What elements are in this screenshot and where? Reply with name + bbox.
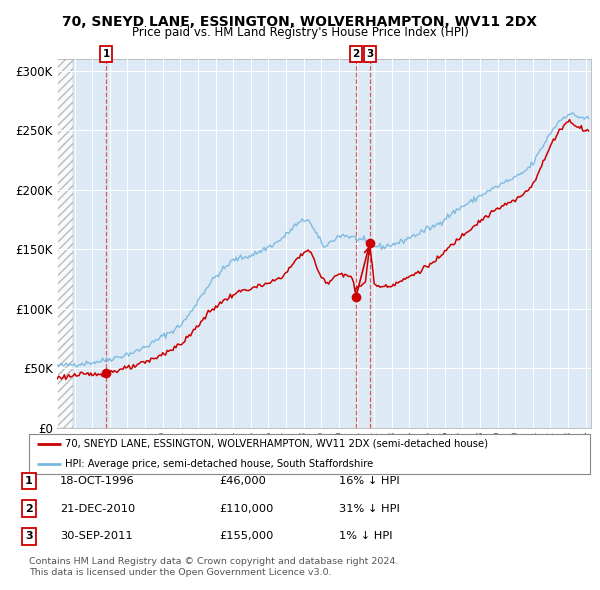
Text: 1% ↓ HPI: 1% ↓ HPI <box>339 532 392 541</box>
Text: £110,000: £110,000 <box>219 504 274 513</box>
Text: 21-DEC-2010: 21-DEC-2010 <box>60 504 135 513</box>
Text: 16% ↓ HPI: 16% ↓ HPI <box>339 476 400 486</box>
Text: This data is licensed under the Open Government Licence v3.0.: This data is licensed under the Open Gov… <box>29 568 331 577</box>
Text: HPI: Average price, semi-detached house, South Staffordshire: HPI: Average price, semi-detached house,… <box>65 459 374 468</box>
Text: 18-OCT-1996: 18-OCT-1996 <box>60 476 134 486</box>
Text: £155,000: £155,000 <box>219 532 274 541</box>
Text: 3: 3 <box>366 49 373 59</box>
Text: 70, SNEYD LANE, ESSINGTON, WOLVERHAMPTON, WV11 2DX: 70, SNEYD LANE, ESSINGTON, WOLVERHAMPTON… <box>62 15 538 29</box>
Text: £46,000: £46,000 <box>219 476 266 486</box>
Text: 1: 1 <box>25 476 32 486</box>
Text: 3: 3 <box>25 532 32 541</box>
Text: 2: 2 <box>25 504 32 513</box>
Bar <box>57 59 73 428</box>
Text: 31% ↓ HPI: 31% ↓ HPI <box>339 504 400 513</box>
Text: 1: 1 <box>103 49 110 59</box>
Text: 2: 2 <box>352 49 359 59</box>
Text: 70, SNEYD LANE, ESSINGTON, WOLVERHAMPTON, WV11 2DX (semi-detached house): 70, SNEYD LANE, ESSINGTON, WOLVERHAMPTON… <box>65 439 488 448</box>
Text: Price paid vs. HM Land Registry's House Price Index (HPI): Price paid vs. HM Land Registry's House … <box>131 26 469 39</box>
Text: Contains HM Land Registry data © Crown copyright and database right 2024.: Contains HM Land Registry data © Crown c… <box>29 558 398 566</box>
Text: 30-SEP-2011: 30-SEP-2011 <box>60 532 133 541</box>
